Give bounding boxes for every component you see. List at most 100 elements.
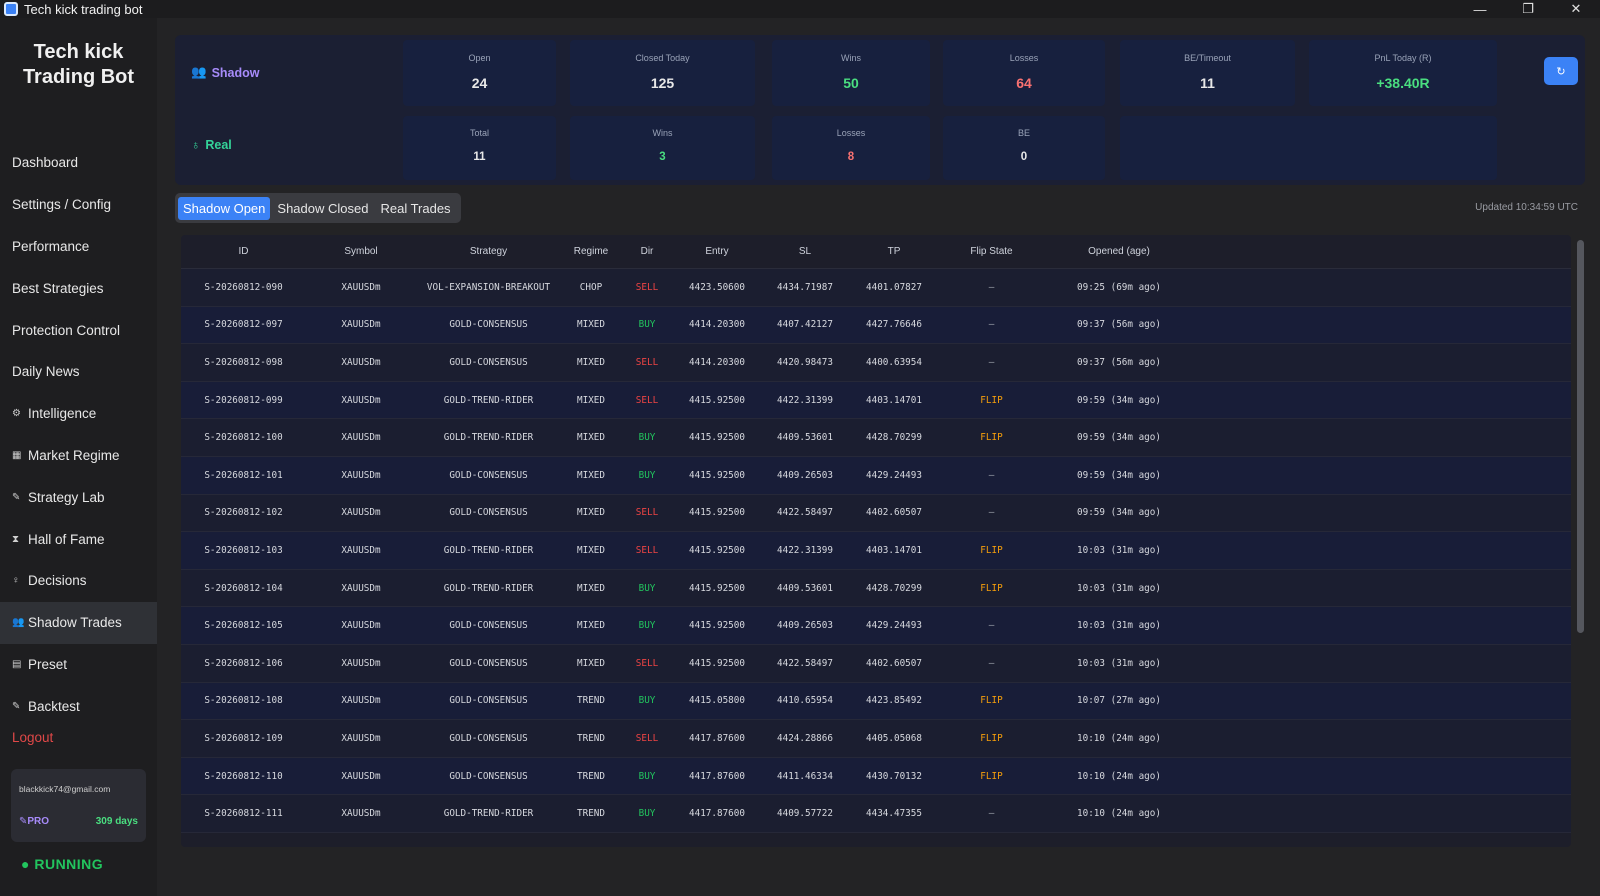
column-header[interactable]: Strategy — [469, 246, 508, 257]
sidebar-item-label: Best Strategies — [12, 280, 104, 296]
table-cell: 09:59 (34m ago) — [1077, 507, 1161, 519]
table-cell: 4403.14701 — [866, 394, 922, 406]
table-scrollbar[interactable] — [1577, 240, 1584, 633]
stat-value: 64 — [1016, 75, 1032, 91]
column-header[interactable]: Entry — [705, 246, 729, 257]
column-header[interactable]: SL — [798, 246, 812, 257]
table-cell: 4423.50600 — [689, 281, 745, 293]
table-row[interactable]: S-20260812-111 XAUUSDm GOLD-TREND-RIDER TRE… — [181, 795, 1571, 833]
column-header[interactable]: Opened (age) — [1088, 246, 1150, 257]
brand-title: Tech kick Trading Bot — [0, 40, 157, 90]
table-row[interactable]: S-20260812-105 XAUUSDm GOLD-CONSENSUS MIXED… — [181, 607, 1571, 645]
table-cell: S-20260812-097 — [204, 319, 283, 331]
table-cell: XAUUSDm — [341, 469, 381, 481]
refresh-button[interactable]: ↻ — [1544, 57, 1578, 85]
table-cell: MIXED — [577, 356, 605, 368]
sidebar-item-daily-news[interactable]: Daily News — [0, 351, 157, 393]
sidebar-item-dashboard[interactable]: Dashboard — [0, 142, 157, 184]
table-row[interactable]: S-20260812-101 XAUUSDm GOLD-CONSENSUS MIXED… — [181, 456, 1571, 495]
table-cell: S-20260812-110 — [204, 770, 283, 782]
sidebar: Tech kick Trading Bot Dashboard Settings … — [0, 18, 157, 896]
trades-table: ID Symbol Strategy Regime Dir Entry SL TP Flip S… — [181, 235, 1571, 847]
restore-button[interactable]: ❐ — [1522, 1, 1534, 16]
sidebar-item-preset[interactable]: ▤ Preset — [0, 644, 157, 686]
close-button[interactable]: ✕ — [1570, 1, 1582, 16]
table-cell: MIXED — [577, 319, 605, 331]
tab-real-trades[interactable]: Real Trades — [380, 200, 451, 216]
table-cell: 4417.87600 — [689, 808, 745, 820]
table-cell: 4427.76646 — [866, 319, 922, 331]
column-header[interactable]: Symbol — [344, 246, 378, 257]
column-header[interactable]: TP — [887, 246, 901, 257]
minimize-button[interactable]: — — [1473, 1, 1487, 17]
brand-line-1: Tech kick — [33, 41, 124, 63]
table-cell: 4409.57722 — [777, 808, 833, 820]
table-cell: 10:10 (24m ago) — [1077, 732, 1161, 744]
sidebar-item-best-strategies[interactable]: Best Strategies — [0, 267, 157, 309]
sidebar-item-performance[interactable]: Performance — [0, 226, 157, 268]
table-cell: SELL — [635, 732, 659, 744]
table-cell: FLIP — [980, 394, 1003, 406]
table-cell: GOLD-CONSENSUS — [449, 732, 528, 744]
table-cell: 09:59 (34m ago) — [1077, 394, 1161, 406]
sidebar-item-protection-control[interactable]: Protection Control — [0, 309, 157, 351]
table-cell: MIXED — [577, 507, 605, 519]
stat-value: 11 — [1200, 75, 1215, 91]
logout-link[interactable]: Logout — [12, 730, 54, 745]
column-header[interactable]: Regime — [573, 246, 609, 257]
table-cell: MIXED — [577, 394, 605, 406]
stat-label: Open — [468, 53, 491, 63]
column-header[interactable]: Dir — [640, 246, 654, 257]
table-cell: 4434.71987 — [777, 281, 833, 293]
table-cell: S-20260812-098 — [204, 356, 283, 368]
tab-shadow-open[interactable]: Shadow Open — [178, 196, 271, 220]
table-cell: FLIP — [980, 582, 1003, 594]
table-row[interactable]: S-20260812-090 XAUUSDm VOL-EXPANSION-BREAK… — [181, 269, 1571, 307]
sidebar-item-settings-config[interactable]: Settings / Config — [0, 184, 157, 226]
sidebar-item-label: Daily News — [12, 364, 80, 380]
money-bag-icon: ♁ — [191, 138, 201, 152]
table-cell: — — [988, 469, 995, 481]
table-cell: MIXED — [577, 544, 605, 556]
column-header[interactable]: Flip State — [970, 246, 1013, 257]
table-cell: 4410.65954 — [777, 695, 833, 707]
table-row[interactable]: S-20260812-103 XAUUSDm GOLD-TREND-RIDER MIX… — [181, 532, 1571, 570]
table-cell: — — [988, 507, 995, 519]
column-header[interactable]: ID — [238, 246, 249, 257]
sidebar-item-label: Market Regime — [28, 447, 120, 463]
table-cell: BUY — [638, 695, 656, 707]
table-row[interactable]: S-20260812-097 XAUUSDm GOLD-CONSENSUS MIXED… — [181, 306, 1571, 345]
sidebar-item-decisions[interactable]: ♀ Decisions — [0, 560, 157, 602]
sidebar-item-label: Shadow Trades — [28, 615, 122, 631]
sidebar-item-intelligence[interactable]: ⚙ Intelligence — [0, 393, 157, 435]
sidebar-item-label: Strategy Lab — [28, 489, 105, 505]
table-row[interactable]: S-20260812-109 XAUUSDm GOLD-CONSENSUS TREND… — [181, 720, 1571, 758]
table-cell: MIXED — [577, 582, 605, 594]
table-row[interactable]: S-20260812-100 XAUUSDm GOLD-TREND-RIDER MIX… — [181, 419, 1571, 457]
sidebar-item-label: Settings / Config — [12, 197, 112, 213]
stat-label: Closed Today — [635, 53, 690, 63]
table-row[interactable]: S-20260812-104 XAUUSDm GOLD-TREND-RIDER MIX… — [181, 569, 1571, 608]
table-row[interactable]: S-20260812-108 XAUUSDm GOLD-CONSENSUS TREND… — [181, 682, 1571, 721]
tab-shadow-closed[interactable]: Shadow Closed — [277, 200, 369, 216]
table-cell: GOLD-TREND-RIDER — [443, 544, 534, 556]
table-cell: — — [988, 657, 995, 669]
table-row[interactable]: S-20260812-102 XAUUSDm GOLD-CONSENSUS MIXED… — [181, 494, 1571, 533]
table-row[interactable]: S-20260812-106 XAUUSDm GOLD-CONSENSUS MIXED… — [181, 644, 1571, 683]
real-stat-card: BE 0 — [943, 116, 1105, 180]
shadow-stat-card: Open 24 — [403, 40, 556, 106]
sidebar-item-market-regime[interactable]: ▦ Market Regime — [0, 435, 157, 477]
sidebar-item-hall-of-fame[interactable]: ⧗ Hall of Fame — [0, 518, 157, 560]
trade-tabs: Shadow Open Shadow Closed Real Trades — [175, 193, 461, 223]
shadow-row-label: 👥 Shadow — [191, 65, 260, 80]
table-row[interactable]: S-20260812-099 XAUUSDm GOLD-TREND-RIDER MIX… — [181, 381, 1571, 420]
table-row[interactable]: S-20260812-110 XAUUSDm GOLD-CONSENSUS TREND… — [181, 757, 1571, 796]
sidebar-item-backtest[interactable]: ✎ Backtest — [0, 685, 157, 727]
table-row[interactable]: S-20260812-098 XAUUSDm GOLD-CONSENSUS MIXED… — [181, 344, 1571, 382]
sidebar-item-strategy-lab[interactable]: ✎ Strategy Lab — [0, 476, 157, 518]
sidebar-item-shadow-trades[interactable]: 👥 Shadow Trades — [0, 601, 157, 644]
sidebar-item-label: Decisions — [28, 573, 87, 589]
table-cell: FLIP — [980, 695, 1003, 707]
real-label-text: Real — [205, 138, 232, 152]
table-cell: BUY — [638, 469, 656, 481]
